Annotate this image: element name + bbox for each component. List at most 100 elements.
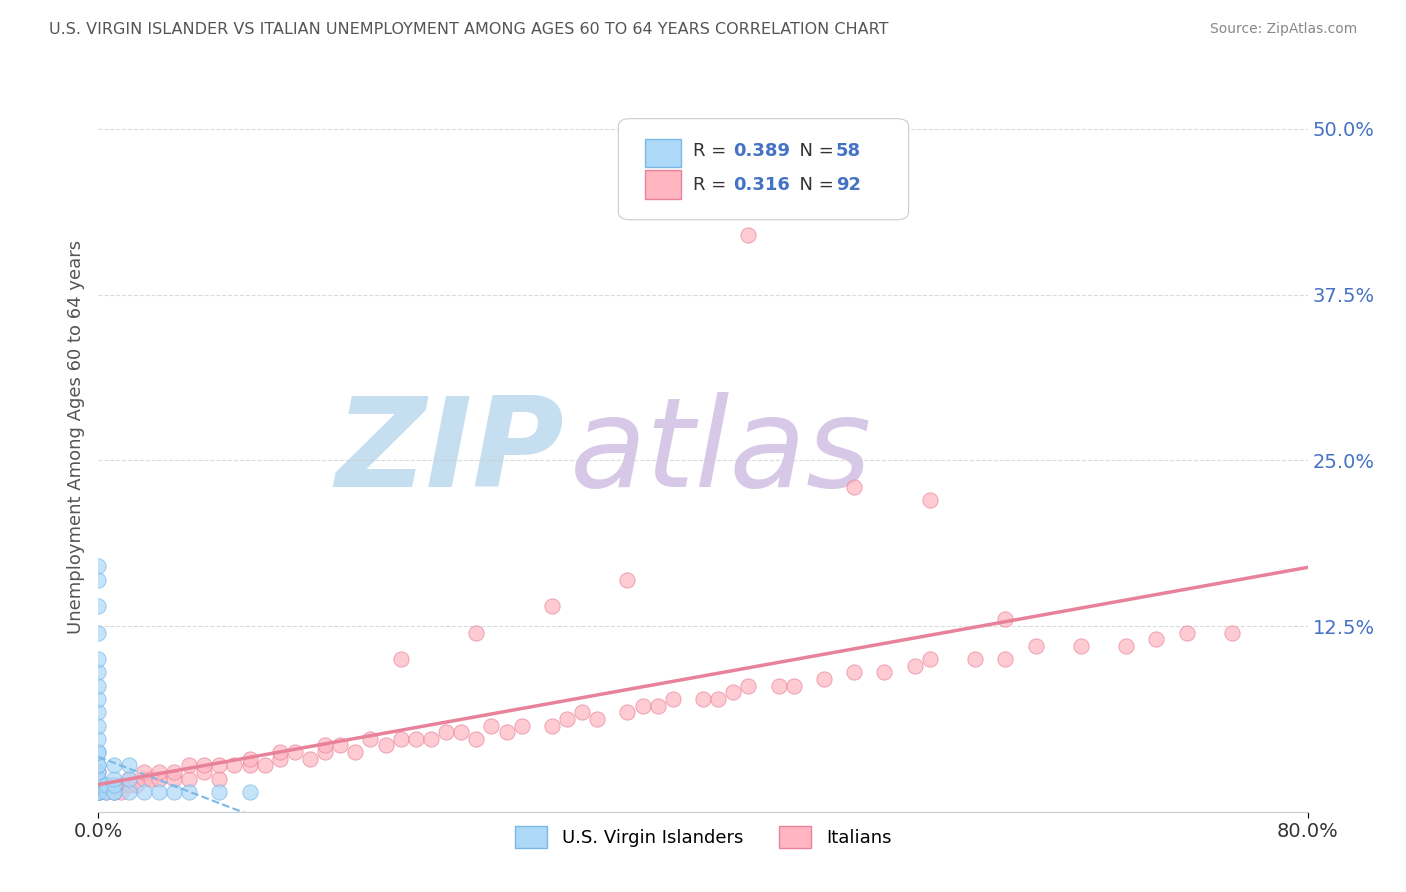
Point	[360, 731, 382, 746]
Point	[87, 785, 110, 799]
Point	[103, 778, 125, 792]
Point	[103, 785, 125, 799]
Point	[87, 758, 110, 772]
Point	[768, 679, 790, 693]
Point	[103, 785, 125, 799]
Text: 92: 92	[837, 176, 860, 194]
Point	[208, 758, 231, 772]
Point	[965, 652, 987, 666]
Point	[540, 718, 562, 732]
Point	[87, 785, 110, 799]
Point	[329, 739, 352, 753]
Text: ZIP: ZIP	[335, 392, 564, 513]
Point	[224, 758, 246, 772]
Point	[737, 679, 759, 693]
Point	[163, 785, 186, 799]
Point	[103, 772, 125, 786]
Point	[87, 772, 110, 786]
Point	[87, 778, 110, 792]
Point	[994, 652, 1017, 666]
Point	[586, 712, 609, 726]
Text: Source: ZipAtlas.com: Source: ZipAtlas.com	[1209, 22, 1357, 37]
Point	[631, 698, 654, 713]
Y-axis label: Unemployment Among Ages 60 to 64 years: Unemployment Among Ages 60 to 64 years	[66, 240, 84, 634]
Point	[844, 480, 866, 494]
Point	[87, 785, 110, 799]
Point	[87, 785, 110, 799]
Point	[87, 785, 110, 799]
Point	[94, 785, 117, 799]
Text: 58: 58	[837, 142, 860, 160]
Point	[208, 785, 231, 799]
Point	[555, 712, 578, 726]
Point	[481, 718, 503, 732]
Point	[87, 679, 110, 693]
Point	[87, 785, 110, 799]
Point	[125, 778, 148, 792]
Point	[87, 625, 110, 640]
Point	[179, 758, 201, 772]
Point	[374, 739, 396, 753]
Point	[314, 745, 336, 759]
Text: atlas: atlas	[569, 392, 872, 513]
Point	[87, 785, 110, 799]
Point	[87, 785, 110, 799]
Point	[434, 725, 457, 739]
Point	[284, 745, 307, 759]
Point	[87, 785, 110, 799]
Point	[87, 745, 110, 759]
Point	[389, 731, 412, 746]
Point	[148, 764, 170, 779]
Point	[87, 745, 110, 759]
Text: R =: R =	[693, 176, 733, 194]
Point	[118, 758, 141, 772]
FancyBboxPatch shape	[645, 139, 682, 168]
Point	[94, 778, 117, 792]
Point	[87, 785, 110, 799]
Point	[87, 772, 110, 786]
Point	[87, 758, 110, 772]
Point	[707, 692, 730, 706]
Point	[87, 764, 110, 779]
Point	[118, 772, 141, 786]
Point	[132, 764, 155, 779]
Point	[193, 764, 215, 779]
Point	[87, 785, 110, 799]
Point	[239, 785, 262, 799]
Point	[118, 785, 141, 799]
Point	[87, 785, 110, 799]
Point	[87, 785, 110, 799]
Point	[571, 705, 593, 719]
Point	[465, 731, 488, 746]
Point	[239, 758, 262, 772]
Point	[141, 772, 163, 786]
Legend: U.S. Virgin Islanders, Italians: U.S. Virgin Islanders, Italians	[508, 819, 898, 855]
Point	[269, 745, 291, 759]
Point	[103, 778, 125, 792]
Point	[844, 665, 866, 680]
Point	[87, 652, 110, 666]
Point	[87, 785, 110, 799]
Point	[163, 772, 186, 786]
Point	[132, 785, 155, 799]
Point	[87, 731, 110, 746]
Point	[616, 705, 638, 719]
Point	[87, 785, 110, 799]
Point	[94, 778, 117, 792]
Point	[148, 772, 170, 786]
Point	[87, 785, 110, 799]
Text: U.S. VIRGIN ISLANDER VS ITALIAN UNEMPLOYMENT AMONG AGES 60 TO 64 YEARS CORRELATI: U.S. VIRGIN ISLANDER VS ITALIAN UNEMPLOY…	[49, 22, 889, 37]
Point	[269, 752, 291, 766]
Point	[450, 725, 472, 739]
Point	[87, 785, 110, 799]
Point	[87, 772, 110, 786]
FancyBboxPatch shape	[645, 170, 682, 199]
Point	[87, 778, 110, 792]
Point	[87, 785, 110, 799]
Point	[110, 778, 132, 792]
Point	[103, 758, 125, 772]
Text: 0.316: 0.316	[734, 176, 790, 194]
Point	[103, 785, 125, 799]
Point	[1220, 625, 1243, 640]
Text: 0.389: 0.389	[734, 142, 790, 160]
